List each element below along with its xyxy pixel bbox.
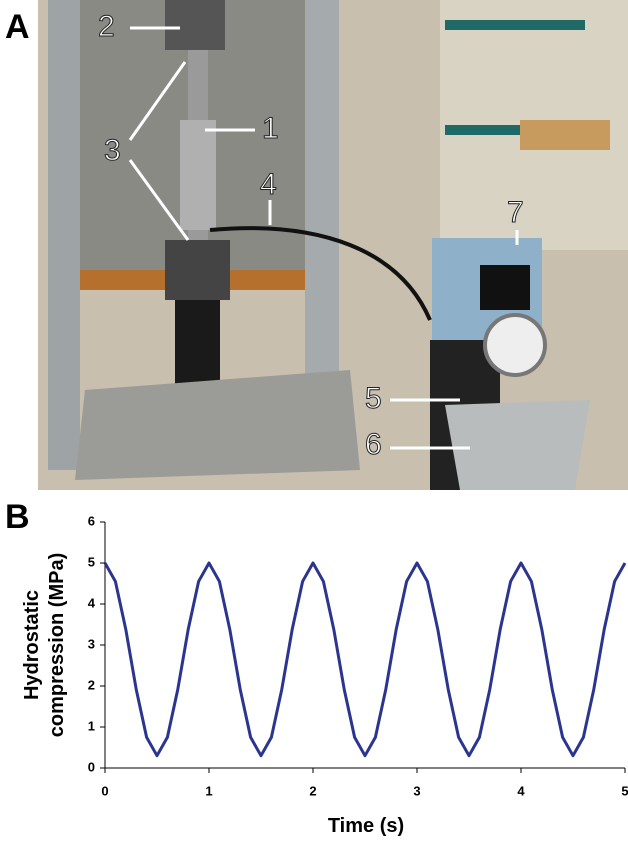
- callout: 4: [260, 168, 277, 201]
- y-tick-label: 2: [88, 677, 95, 692]
- x-tick-label: 0: [101, 783, 108, 798]
- callout: 3: [104, 134, 121, 167]
- panel-label: B: [5, 498, 30, 536]
- callout: 7: [507, 196, 524, 229]
- x-tick-label: 4: [517, 783, 525, 798]
- y-tick-label: 6: [88, 513, 95, 528]
- y-axis-label: Hydrostatic: [21, 590, 43, 700]
- callout: 6: [365, 428, 382, 461]
- y-tick-label: 3: [88, 636, 95, 651]
- x-tick-label: 5: [621, 783, 628, 798]
- callout: 5: [365, 382, 382, 415]
- x-tick-label: 2: [309, 783, 316, 798]
- x-tick-label: 3: [413, 783, 420, 798]
- x-axis-label: Time (s): [328, 815, 404, 837]
- photo: [38, 0, 628, 490]
- y-tick-label: 5: [88, 554, 95, 569]
- y-tick-label: 4: [88, 595, 96, 610]
- y-tick-label: 1: [88, 718, 95, 733]
- callout: 2: [98, 10, 115, 43]
- y-axis-label: compression (MPa): [46, 553, 68, 737]
- data-line: [103, 561, 627, 758]
- callout: 1: [262, 112, 279, 145]
- panel-label: A: [5, 8, 30, 46]
- x-tick-label: 1: [205, 783, 212, 798]
- y-tick-label: 0: [88, 759, 95, 774]
